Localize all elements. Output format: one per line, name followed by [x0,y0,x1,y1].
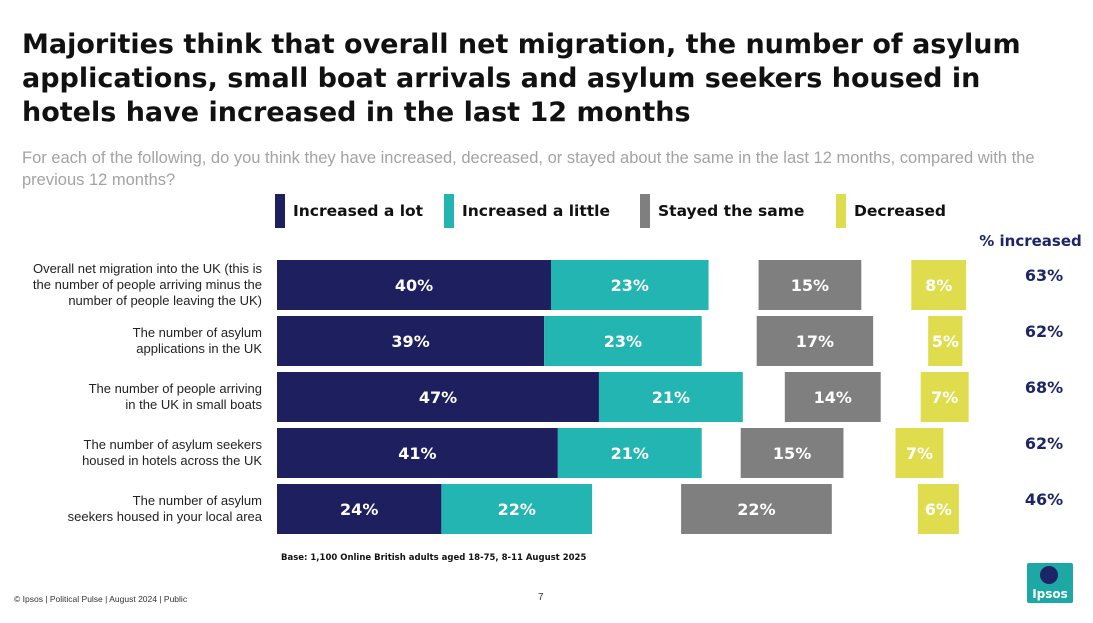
bar-label-stayed-the-same-5: 22% [737,500,775,519]
legend-item-stayed-the-same: Stayed the same [640,194,804,228]
bar-label-decreased-1: 8% [925,276,952,295]
base-note: Base: 1,100 Online British adults aged 1… [281,553,587,563]
percent-increased-3: 68% [1025,378,1063,397]
legend-swatch-increased-a-little [444,194,454,228]
bar-label-stayed-the-same-3: 14% [814,388,852,407]
bar-increased-a-little-5 [441,484,593,534]
logo-mark-icon [1040,566,1058,584]
legend-label-increased-a-little: Increased a little [462,202,610,220]
legend-swatch-stayed-the-same [640,194,650,228]
percent-increased-2: 62% [1025,322,1063,341]
bar-decreased-1 [911,260,967,310]
row-label-line: Overall net migration into the UK (this … [33,261,263,276]
bar-stayed-the-same-3 [784,372,881,422]
row-label-line: applications in the UK [136,341,262,356]
legend-item-decreased: Decreased [836,194,946,228]
bar-label-increased-a-lot-5: 24% [340,500,378,519]
logo-text: Ipsos [1032,587,1068,601]
ipsos-logo: Ipsos [1027,563,1073,603]
row-label-line: number of people leaving the UK) [68,293,262,308]
row-label-line: The number of asylum [133,325,262,340]
percent-increased-4: 62% [1025,434,1063,453]
percent-increased-1: 63% [1025,266,1063,285]
row-label-line: The number of people arriving [89,381,262,396]
bar-label-increased-a-little-1: 23% [611,276,649,295]
bar-stayed-the-same-2 [756,316,874,366]
row-label-3: The number of people arriving in the UK i… [89,381,263,412]
bar-increased-a-little-3 [598,372,743,422]
bar-increased-a-little-1 [551,260,709,310]
bar-increased-a-lot-1 [277,260,551,310]
bar-label-decreased-5: 6% [925,500,952,519]
bar-label-increased-a-lot-3: 47% [419,388,457,407]
chart-subtitle: For each of the following, do you think … [22,149,1035,189]
bar-label-increased-a-little-2: 23% [604,332,642,351]
bar-label-decreased-3: 7% [931,388,958,407]
bar-decreased-3 [920,372,969,422]
bar-decreased-5 [917,484,959,534]
chart-title: Majorities think that overall net migrat… [22,29,1021,128]
legend-item-increased-a-little: Increased a little [444,194,610,228]
legend-swatch-decreased [836,194,846,228]
bar-label-increased-a-lot-2: 39% [391,332,429,351]
bar-increased-a-lot-3 [277,372,599,422]
row-label-line: the number of people arriving minus the [33,277,262,292]
page-number: 7 [538,592,544,603]
row-label-line: The number of asylum seekers [84,437,263,452]
bar-decreased-4 [895,428,944,478]
bar-label-stayed-the-same-1: 15% [791,276,829,295]
bar-increased-a-lot-2 [277,316,545,366]
bar-label-increased-a-little-4: 21% [611,444,649,463]
percent-increased-5: 46% [1025,490,1063,509]
bar-increased-a-little-4 [557,428,702,478]
bar-increased-a-little-2 [544,316,702,366]
legend-label-stayed-the-same: Stayed the same [658,202,805,220]
row-label-5: The number of asylum seekers housed in yo… [68,493,263,524]
bar-stayed-the-same-4 [740,428,844,478]
bar-label-increased-a-lot-4: 41% [398,444,436,463]
row-label-4: The number of asylum seekers housed in ho… [82,437,262,468]
legend-swatch-increased-a-lot [275,194,285,228]
row-label-line: housed in hotels across the UK [82,453,262,468]
row-label-line: in the UK in small boats [125,397,262,412]
footer-text: © Ipsos | Political Pulse | August 2024 … [14,594,188,604]
bar-stayed-the-same-1 [758,260,862,310]
bar-label-stayed-the-same-2: 17% [796,332,834,351]
row-label-1: Overall net migration into the UK (this … [33,261,263,308]
bar-label-increased-a-little-5: 22% [498,500,536,519]
bar-decreased-2 [928,316,963,366]
row-label-2: The number of asylum applications in the … [133,325,263,356]
percent-increased-header: % increased [979,232,1082,250]
bar-label-increased-a-lot-1: 40% [395,276,433,295]
stacked-bar-chart: Overall net migration into the UK (this … [33,260,1063,534]
bar-label-decreased-2: 5% [932,332,959,351]
row-label-line: seekers housed in your local area [68,509,263,524]
bar-stayed-the-same-5 [681,484,832,534]
row-label-line: The number of asylum [133,493,262,508]
legend-label-increased-a-lot: Increased a lot [293,202,424,220]
bar-label-decreased-4: 7% [906,444,933,463]
bar-increased-a-lot-5 [277,484,442,534]
legend-label-decreased: Decreased [854,202,947,220]
bar-label-stayed-the-same-4: 15% [773,444,811,463]
legend-item-increased-a-lot: Increased a lot [275,194,423,228]
bar-increased-a-lot-4 [277,428,558,478]
bar-label-increased-a-little-3: 21% [652,388,690,407]
